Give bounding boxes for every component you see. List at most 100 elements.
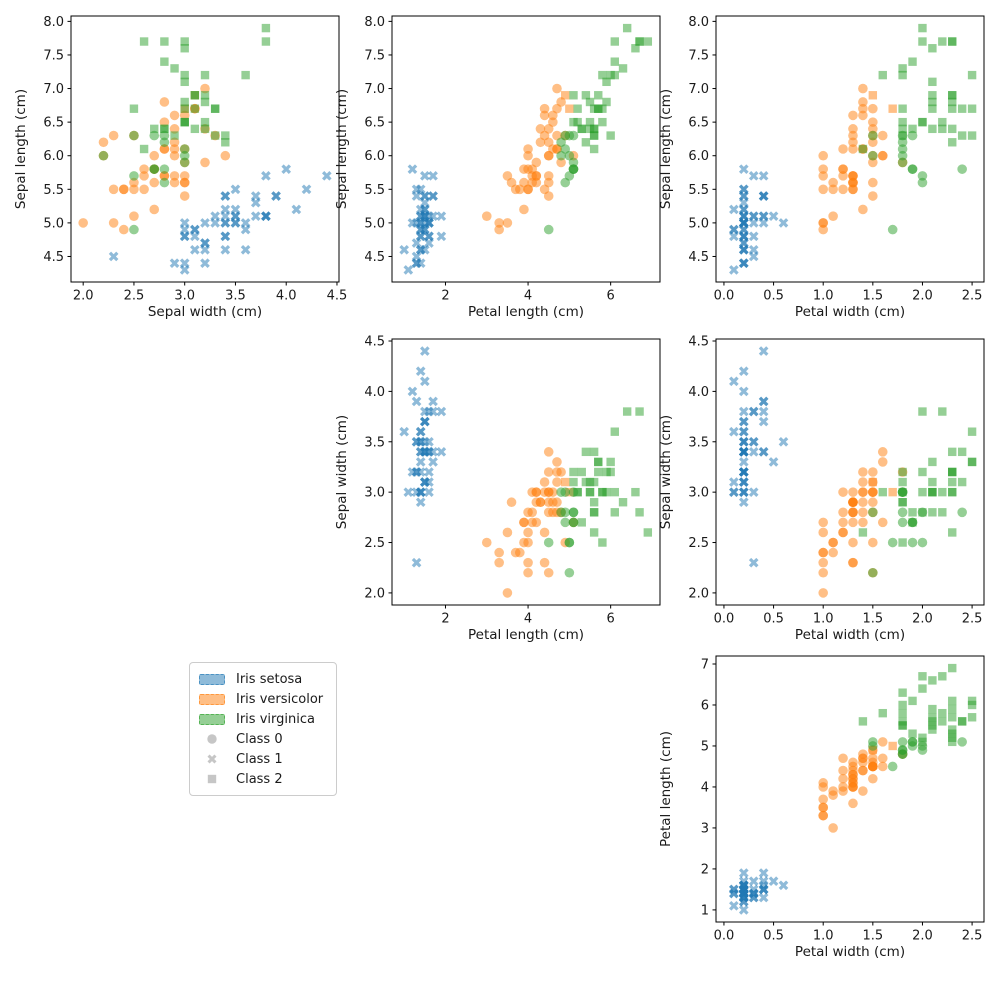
data-point: [729, 477, 739, 487]
data-point: [818, 557, 828, 568]
data-point: [938, 407, 947, 416]
data-point: [738, 487, 749, 497]
y-tick-label: 6.5: [43, 116, 64, 131]
data-point: [848, 557, 858, 568]
data-point: [868, 477, 878, 487]
data-point: [738, 436, 749, 447]
data-point: [908, 124, 917, 134]
data-point: [139, 184, 149, 195]
data-point: [948, 487, 957, 497]
data-point: [868, 124, 878, 134]
data-point: [907, 537, 918, 548]
data-point: [868, 103, 878, 114]
data-point: [868, 177, 878, 188]
data-point: [917, 171, 928, 181]
data-point: [877, 457, 888, 467]
data-point: [848, 137, 858, 148]
y-tick-label: 7: [701, 657, 709, 672]
data-point: [738, 426, 749, 437]
data-point: [918, 487, 927, 497]
data-point: [858, 204, 868, 215]
data-point: [868, 150, 878, 161]
data-point: [411, 184, 422, 195]
y-axis-label: Sepal width (cm): [658, 415, 674, 529]
data-point: [897, 150, 908, 161]
data-point: [818, 224, 828, 235]
x-tick-label: 0.0: [714, 289, 735, 304]
data-point: [129, 130, 139, 141]
data-point: [818, 171, 828, 181]
data-point: [565, 104, 574, 113]
data-point: [577, 518, 586, 527]
y-tick-label: 5.0: [364, 216, 385, 231]
data-point: [180, 117, 189, 127]
data-point: [888, 104, 897, 113]
data-point: [561, 91, 570, 100]
data-point: [200, 124, 210, 134]
data-point: [552, 457, 562, 467]
data-point: [403, 487, 414, 497]
data-point: [907, 741, 918, 751]
data-point: [548, 144, 558, 154]
data-point: [898, 721, 907, 730]
data-point: [838, 782, 848, 792]
data-point: [828, 177, 838, 188]
data-point: [918, 37, 927, 46]
data-point: [898, 117, 907, 127]
data-point: [898, 64, 907, 73]
data-point: [598, 487, 607, 497]
data-point: [848, 507, 858, 518]
data-point: [428, 457, 438, 467]
y-tick-label: 7.0: [43, 82, 64, 97]
axes-frame: [715, 15, 985, 283]
data-point: [190, 244, 200, 255]
data-point: [420, 447, 430, 457]
data-point: [159, 97, 170, 107]
data-point: [210, 131, 220, 140]
data-point: [918, 407, 927, 416]
data-point: [200, 157, 210, 168]
data-point: [848, 778, 858, 788]
data-point: [573, 104, 582, 113]
y-axis-label: Sepal length (cm): [13, 89, 29, 209]
data-point: [415, 487, 426, 497]
data-point: [568, 487, 579, 497]
data-point: [602, 467, 611, 477]
data-point: [622, 407, 632, 416]
data-point: [848, 184, 858, 195]
x-tick-label: 4.5: [327, 289, 348, 304]
data-point: [581, 477, 591, 487]
data-point: [159, 177, 170, 188]
data-point: [877, 447, 888, 457]
data-point: [552, 103, 562, 114]
data-point: [519, 204, 529, 215]
data-point: [858, 467, 868, 477]
data-point: [589, 528, 599, 537]
data-point: [180, 104, 189, 113]
data-point: [758, 868, 769, 878]
data-point: [768, 457, 779, 467]
data-point: [878, 487, 887, 497]
data-point: [858, 497, 868, 508]
data-point: [948, 97, 957, 107]
data-point: [957, 737, 967, 747]
y-tick-label: 2.5: [688, 536, 709, 551]
data-point: [848, 798, 858, 809]
data-point: [888, 487, 897, 497]
data-point: [967, 104, 977, 113]
data-point: [170, 64, 179, 73]
data-point: [898, 708, 907, 718]
y-tick-label: 6.0: [43, 149, 64, 164]
data-point: [200, 83, 210, 94]
data-point: [898, 498, 907, 507]
data-point: [179, 218, 190, 228]
legend-label: Class 0: [236, 731, 283, 747]
data-point: [848, 757, 858, 768]
data-point: [908, 508, 917, 517]
data-point: [748, 487, 759, 497]
data-point: [179, 150, 190, 161]
data-point: [169, 144, 180, 154]
data-point: [420, 171, 430, 181]
data-point: [129, 104, 139, 113]
data-point: [411, 258, 422, 269]
